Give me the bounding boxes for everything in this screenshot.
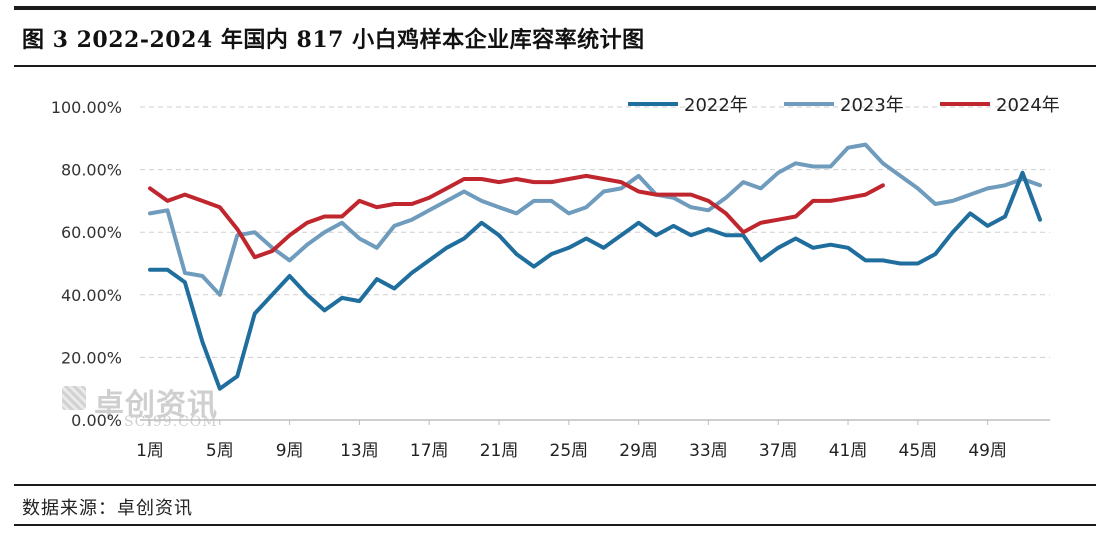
x-tick-label: 29周	[619, 441, 658, 461]
x-tick-label: 9周	[276, 441, 304, 461]
source-rule	[14, 484, 1096, 486]
chart-title: 图 3 2022-2024 年国内 817 小白鸡样本企业库容率统计图	[22, 27, 645, 53]
y-axis-ticks: 0.00% 20.00% 40.00% 60.00% 80.00% 100.00%	[51, 98, 122, 430]
series-line-2023年	[148, 142, 1042, 297]
y-tick-label: 20.00%	[61, 348, 122, 367]
watermark-subtext: SCI99.COM	[124, 414, 218, 430]
watermark-logo-icon	[62, 386, 86, 410]
series-line-2024年	[148, 173, 885, 260]
y-tick-label: 80.00%	[61, 161, 122, 180]
y-tick-label: 60.00%	[61, 223, 122, 242]
title-rule	[14, 65, 1096, 67]
x-tick-label: 41周	[829, 441, 868, 461]
bottom-rule	[14, 524, 1096, 526]
legend-label-2023年: 2023年	[840, 95, 904, 116]
x-tick-label: 33周	[689, 441, 728, 461]
x-axis: 1周 5周 9周 13周 17周 21周 25周 29周 33周 37周 41周 45周 49周	[136, 419, 1050, 461]
x-tick-label: 45周	[899, 441, 938, 461]
legend: 2022年 2023年 2024年	[628, 95, 1060, 116]
y-tick-label: 100.00%	[51, 98, 122, 117]
data-source: 数据来源：卓创资讯	[22, 498, 193, 519]
watermark-text: 卓创资讯	[94, 388, 218, 423]
series-line-2022年	[148, 170, 1042, 391]
x-tick-label: 21周	[480, 441, 519, 461]
x-tick-label: 37周	[759, 441, 798, 461]
watermark: 卓创资讯 SCI99.COM	[62, 380, 272, 432]
x-tick-label: 13周	[340, 441, 379, 461]
y-tick-label: 40.00%	[61, 286, 122, 305]
x-tick-label: 17周	[410, 441, 449, 461]
x-tick-label: 1周	[136, 441, 164, 461]
legend-label-2024年: 2024年	[996, 95, 1060, 116]
series-lines	[148, 142, 1042, 391]
x-tick-label: 49周	[968, 441, 1007, 461]
x-tick-label: 25周	[550, 441, 589, 461]
grid-lines	[140, 106, 1050, 358]
x-tick-label: 5周	[206, 441, 234, 461]
y-tick-label: 0.00%	[71, 411, 122, 430]
top-rule	[14, 6, 1096, 10]
legend-label-2022年: 2022年	[684, 95, 748, 116]
